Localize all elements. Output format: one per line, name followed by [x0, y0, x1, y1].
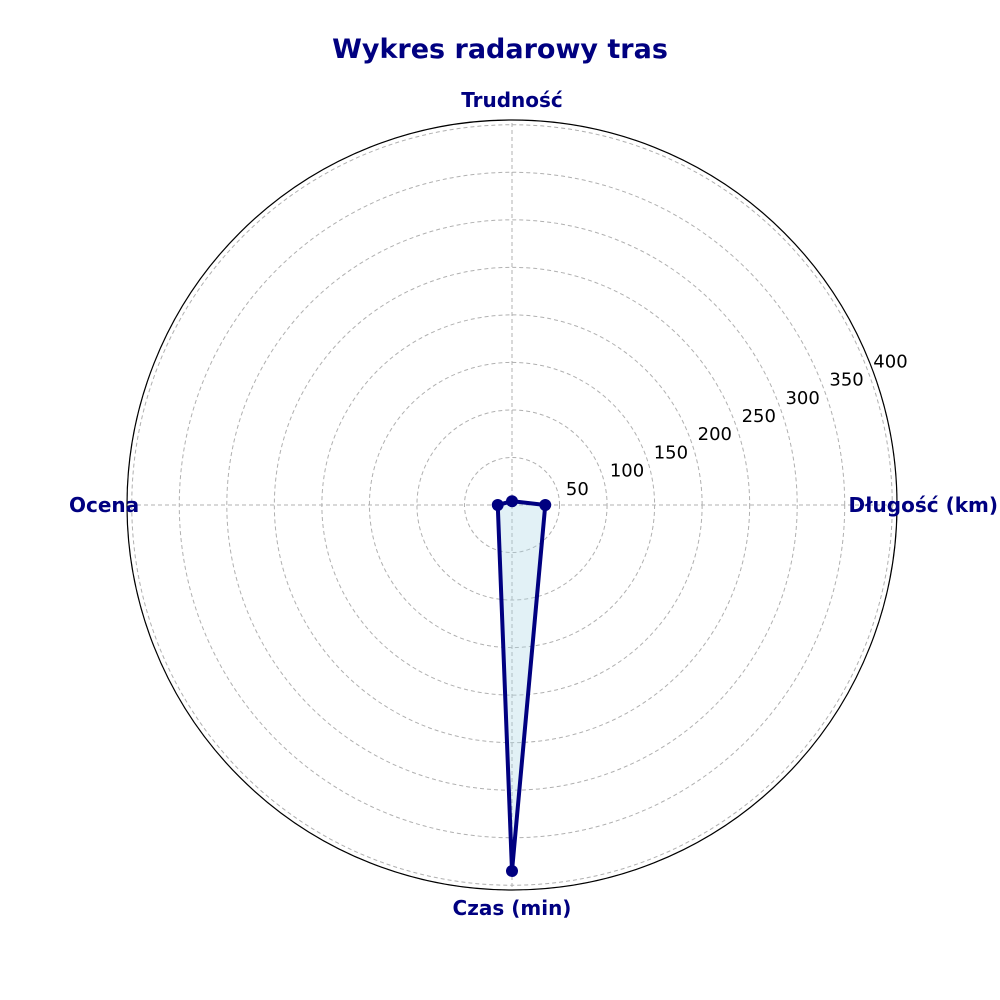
axis-label: Długość (km) [849, 493, 998, 517]
axis-label: Trudność [461, 88, 563, 112]
series-layer [491, 495, 552, 877]
grid-layer [126, 119, 898, 891]
radial-tick-label: 150 [654, 442, 688, 463]
radial-gridline [463, 456, 561, 554]
radial-gridline [273, 266, 751, 744]
radial-tick-label: 50 [566, 479, 589, 500]
radial-gridline [226, 219, 798, 791]
polar-frame [126, 119, 898, 891]
data-point [539, 499, 552, 511]
radial-tick-label: 300 [785, 388, 819, 409]
chart-title: Wykres radarowy tras [332, 34, 668, 65]
radial-tick-label: 200 [698, 424, 732, 445]
data-point [506, 864, 518, 877]
data-point [491, 499, 504, 511]
data-point [506, 495, 518, 508]
radial-tick-label: 350 [829, 370, 863, 391]
radial-tick-label: 250 [742, 406, 776, 427]
radial-tick-label: 100 [610, 461, 644, 482]
radial-gridline [416, 409, 608, 601]
axis-label: Czas (min) [453, 896, 572, 920]
axis-label: Ocena [69, 493, 139, 517]
radial-tick-label: 400 [873, 351, 907, 372]
radial-tick-labels: 50 100 150 200 250 300 350 400 [566, 351, 908, 499]
axis-labels: Długość (km) Trudność Ocena Czas (min) [69, 88, 998, 920]
